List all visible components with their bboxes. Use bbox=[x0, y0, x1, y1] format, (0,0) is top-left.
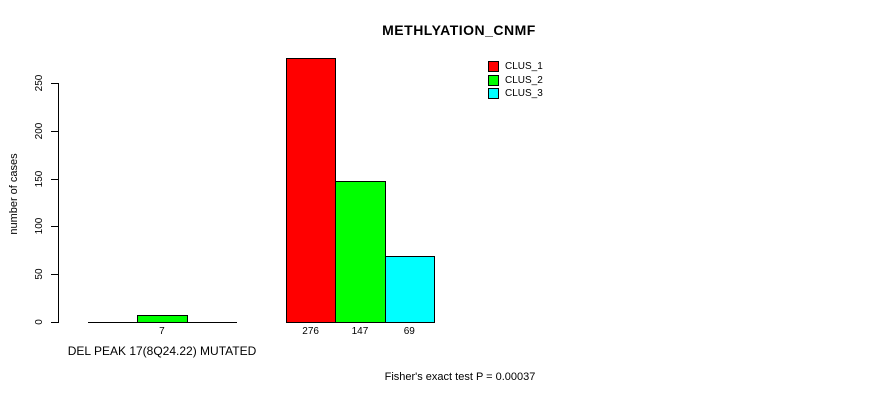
y-axis-tick bbox=[51, 83, 58, 84]
legend-label: CLUS_1 bbox=[505, 61, 543, 72]
x-axis-group-label: DEL PEAK 17(8Q24.22) MUTATED bbox=[67, 344, 257, 358]
legend-label: CLUS_2 bbox=[505, 74, 543, 86]
y-axis-tick bbox=[51, 226, 58, 228]
y-axis-tick bbox=[51, 178, 58, 180]
bar-clus_3 bbox=[384, 256, 435, 323]
legend-swatch-clus_1 bbox=[488, 61, 499, 72]
y-axis-tick-label: 150 bbox=[34, 170, 45, 187]
bar-clus_1 bbox=[286, 58, 337, 323]
y-axis-tick-label: 200 bbox=[34, 122, 45, 140]
legend-swatch-clus_2 bbox=[488, 74, 499, 86]
y-axis-tick bbox=[51, 130, 58, 132]
legend-label: CLUS_3 bbox=[505, 88, 543, 99]
bar-clus_2 bbox=[137, 315, 188, 323]
y-axis-tick-label: 100 bbox=[34, 218, 45, 235]
legend-swatch-clus_3 bbox=[488, 88, 499, 99]
y-axis-tick-label: 250 bbox=[34, 74, 45, 92]
y-axis-tick bbox=[51, 322, 58, 323]
y-axis-title: number of cases bbox=[8, 153, 20, 235]
zero-height-bar-baseline bbox=[186, 322, 237, 323]
y-axis-tick-label: 0 bbox=[34, 319, 45, 325]
bar-value-label: 7 bbox=[159, 326, 165, 337]
legend-row: CLUS_3 bbox=[488, 88, 543, 99]
bar-clus_2 bbox=[335, 181, 386, 323]
y-axis-line bbox=[58, 83, 59, 323]
y-axis-tick-label: 50 bbox=[34, 268, 45, 280]
bar-value-label: 69 bbox=[403, 326, 415, 337]
chart-title: METHLYATION_CNMF bbox=[382, 22, 536, 38]
y-axis-tick bbox=[51, 274, 58, 276]
legend-row: CLUS_2 bbox=[488, 74, 543, 86]
legend-row: CLUS_1 bbox=[488, 61, 543, 72]
legend: CLUS_1 CLUS_2 CLUS_3 bbox=[488, 61, 543, 102]
fisher-test-annotation: Fisher's exact test P = 0.00037 bbox=[384, 371, 536, 383]
bar-value-label: 276 bbox=[302, 326, 319, 337]
bar-value-label: 147 bbox=[351, 326, 369, 337]
zero-height-bar-baseline bbox=[88, 322, 139, 323]
